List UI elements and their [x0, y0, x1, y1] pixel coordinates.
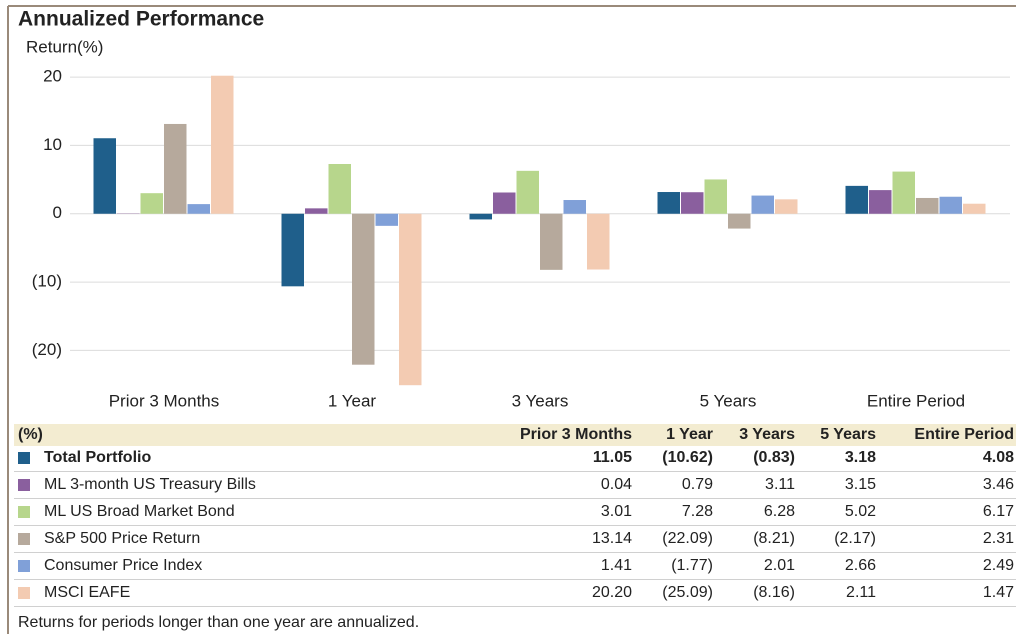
table-cell: (8.16)	[753, 584, 795, 601]
bar	[869, 190, 892, 214]
bar	[657, 192, 680, 214]
x-tick-label: 3 Years	[512, 391, 569, 410]
bar	[281, 213, 304, 287]
table-cell: 2.01	[764, 557, 795, 574]
table-col-header: 3 Years	[739, 426, 795, 443]
table-header-bg	[14, 424, 1016, 446]
y-tick-label: 0	[53, 203, 62, 222]
legend-swatch	[18, 479, 30, 491]
table-cell: 2.31	[983, 530, 1014, 547]
y-tick-label: 10	[43, 135, 62, 154]
table-cell: 13.14	[592, 530, 632, 547]
table-cell: 11.05	[593, 449, 632, 466]
y-axis-label: Return(%)	[26, 37, 103, 56]
bar	[939, 196, 962, 214]
bar	[93, 138, 116, 214]
table-cell: 3.46	[983, 476, 1014, 493]
table-cell: 3.01	[601, 503, 632, 520]
legend-label: MSCI EAFE	[44, 584, 130, 601]
bar	[352, 213, 375, 365]
bar	[164, 123, 187, 214]
bar	[211, 75, 234, 214]
legend-label: S&P 500 Price Return	[44, 530, 200, 547]
table-col-header: Prior 3 Months	[520, 426, 632, 443]
table-cell: 2.66	[845, 557, 876, 574]
legend-label: ML US Broad Market Bond	[44, 503, 235, 520]
table-cell: 3.11	[765, 476, 795, 493]
bar	[775, 199, 798, 214]
bar	[963, 203, 986, 214]
table-cell: (22.09)	[662, 530, 713, 547]
table-cell: 6.17	[983, 503, 1014, 520]
legend-swatch	[18, 533, 30, 545]
bar	[845, 185, 868, 214]
bar	[704, 179, 727, 214]
table-cell: 5.02	[845, 503, 876, 520]
table-cell: (1.77)	[671, 557, 713, 574]
table-cell: (10.62)	[662, 449, 713, 466]
bar	[399, 213, 422, 386]
table-cell: 6.28	[764, 503, 795, 520]
legend-swatch	[18, 587, 30, 599]
bar	[587, 213, 610, 270]
bar	[469, 213, 492, 220]
table-cell: 0.79	[682, 476, 713, 493]
bar	[493, 192, 516, 214]
x-tick-label: Prior 3 Months	[109, 391, 220, 410]
table-cell: 4.08	[983, 449, 1014, 466]
bar	[892, 171, 915, 214]
table-col-header: 1 Year	[666, 426, 713, 443]
footnote: Returns for periods longer than one year…	[18, 614, 419, 631]
legend-label: ML 3-month US Treasury Bills	[44, 476, 256, 493]
y-tick-label: 20	[43, 67, 62, 86]
table-col-header: Entire Period	[914, 426, 1014, 443]
x-tick-label: 5 Years	[700, 391, 757, 410]
table-cell: 1.47	[983, 584, 1014, 601]
table-cell: 3.18	[845, 449, 876, 466]
x-tick-label: Entire Period	[867, 391, 965, 410]
y-tick-label: (20)	[32, 340, 62, 359]
bar	[751, 195, 774, 214]
bar	[328, 164, 351, 214]
table-cell: 1.41	[601, 557, 632, 574]
bar	[728, 213, 751, 229]
table-cell: 2.49	[983, 557, 1014, 574]
legend-label: Consumer Price Index	[44, 557, 202, 574]
bar	[540, 213, 563, 270]
legend-swatch	[18, 560, 30, 572]
table-cell: 0.04	[601, 476, 632, 493]
table-cell: 7.28	[682, 503, 713, 520]
x-tick-label: 1 Year	[328, 391, 377, 410]
legend-swatch	[18, 452, 30, 464]
legend-label: Total Portfolio	[44, 449, 151, 466]
table-col-header: 5 Years	[820, 426, 876, 443]
table-cell: 20.20	[592, 584, 632, 601]
bar	[375, 213, 398, 226]
table-cell: (8.21)	[753, 530, 795, 547]
bar	[563, 200, 586, 214]
chart-title: Annualized Performance	[18, 8, 264, 31]
bar	[305, 208, 328, 214]
bar	[140, 193, 163, 214]
legend-swatch	[18, 506, 30, 518]
table-header: (%)	[18, 426, 43, 443]
table-cell: (25.09)	[662, 584, 713, 601]
bar	[916, 197, 939, 214]
table-cell: 3.15	[845, 476, 876, 493]
bar	[187, 204, 210, 214]
y-tick-label: (10)	[32, 272, 62, 291]
table-cell: 2.11	[846, 584, 876, 601]
bar	[516, 170, 539, 214]
table-cell: (2.17)	[834, 530, 876, 547]
table-cell: (0.83)	[753, 449, 795, 466]
bar	[681, 192, 704, 214]
